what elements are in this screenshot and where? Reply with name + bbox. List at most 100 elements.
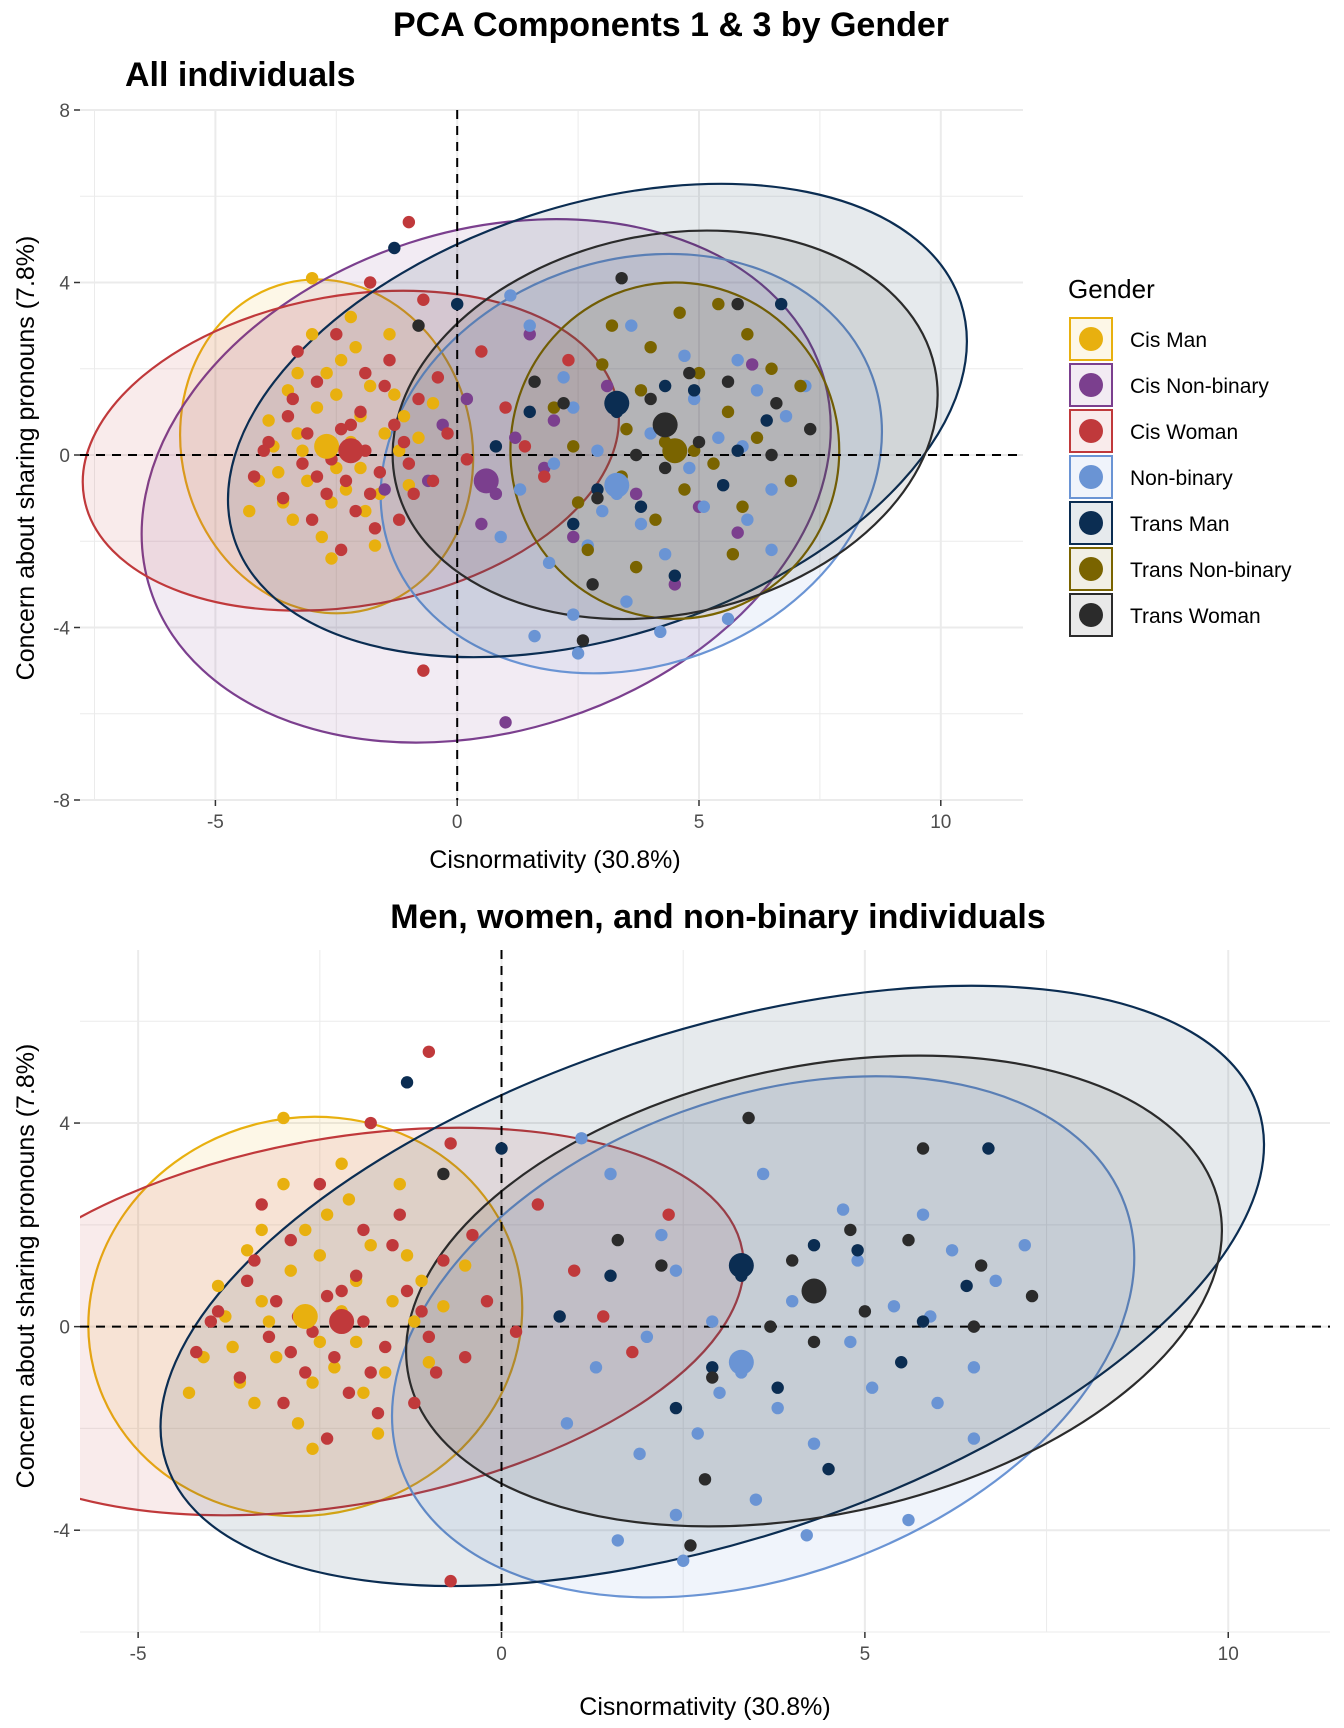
y-axis-title: Concern about sharing pronouns (7.8%) — [12, 1044, 40, 1489]
point-cis-man — [379, 1366, 392, 1379]
point-non-binary — [655, 1228, 668, 1242]
legend-item-trans-woman: Trans Woman — [1069, 593, 1261, 637]
x-tick-label: 0 — [452, 812, 463, 833]
point-trans-man — [706, 1361, 719, 1374]
point-non-binary — [713, 1386, 726, 1399]
point-cis-man — [277, 1177, 290, 1191]
point-cis-woman — [437, 1254, 450, 1267]
point-cis-man — [255, 1294, 268, 1308]
point-cis-woman — [378, 379, 391, 393]
point-cis-man — [393, 1177, 406, 1191]
x-tick-label: -5 — [130, 1644, 147, 1665]
chart-panel-men-women-nonbinary: -5 0 5 10 -4 0 4 Men, women, and non-binary in… — [12, 898, 1330, 1721]
point-trans-woman — [706, 1371, 719, 1384]
point-trans-woman — [683, 366, 696, 380]
point-non-binary — [750, 384, 764, 397]
legend-label: Trans Man — [1130, 513, 1230, 536]
point-non-binary — [644, 427, 657, 440]
point-trans-woman — [692, 435, 706, 449]
point-cis-man — [349, 1335, 363, 1349]
point-cis-woman — [429, 1366, 443, 1379]
point-cis-woman — [270, 1294, 283, 1308]
point-cis-man — [339, 483, 353, 496]
point-cis-woman — [518, 440, 532, 453]
point-non-binary — [634, 517, 648, 531]
point-cis-woman — [284, 1233, 297, 1247]
point-non-binary — [676, 1554, 690, 1567]
legend-label: Cis Non-binary — [1130, 375, 1269, 398]
legend-marker — [1079, 373, 1103, 397]
point-cis-woman — [255, 1198, 268, 1211]
point-cis-woman — [320, 1289, 334, 1303]
y-tick-label: 0 — [59, 1318, 70, 1339]
point-cis-woman — [383, 353, 396, 367]
centroid-trans-man — [604, 390, 630, 416]
point-trans-man — [604, 1269, 617, 1282]
point-cis-woman — [334, 422, 348, 436]
point-trans-man — [634, 500, 648, 513]
point-trans-woman — [902, 1233, 915, 1247]
point-trans-woman — [804, 422, 817, 436]
legend-label: Trans Woman — [1130, 605, 1261, 628]
point-cis-man — [305, 328, 319, 341]
point-cis-man — [272, 466, 285, 479]
point-cis-woman — [299, 1366, 312, 1379]
point-non-binary — [902, 1513, 915, 1527]
point-non-binary — [542, 556, 556, 570]
point-trans-woman — [684, 1539, 697, 1552]
legend-marker — [1079, 465, 1103, 489]
point-cis-man — [371, 1427, 385, 1440]
point-trans-man — [388, 241, 401, 255]
point-cis-man — [296, 444, 309, 457]
point-trans-non-binary — [581, 543, 594, 557]
point-non-binary — [669, 1508, 683, 1522]
point-non-binary — [916, 1208, 930, 1221]
point-cis-woman — [393, 1208, 406, 1221]
point-trans-man — [523, 405, 536, 419]
point-cis-man — [255, 1223, 268, 1237]
point-cis-man — [364, 1238, 377, 1252]
point-trans-non-binary — [629, 560, 643, 574]
point-trans-non-binary — [678, 483, 691, 496]
point-cis-man — [211, 1279, 225, 1293]
figure-title: PCA Components 1 & 3 by Gender — [393, 6, 949, 44]
point-trans-non-binary — [567, 440, 580, 453]
point-non-binary — [1018, 1238, 1031, 1252]
point-non-binary — [567, 608, 580, 621]
point-cis-man — [328, 1361, 341, 1374]
point-cis-woman — [407, 487, 420, 501]
point-cis-man — [415, 1274, 428, 1288]
legend-label: Cis Man — [1130, 329, 1207, 352]
point-non-binary — [589, 1361, 603, 1374]
centroid-trans-woman — [801, 1278, 827, 1304]
point-cis-man — [330, 388, 343, 401]
point-trans-woman — [644, 392, 657, 406]
point-non-binary — [779, 409, 793, 423]
legend-item-trans-man: Trans Man — [1069, 501, 1230, 545]
point-trans-man — [960, 1279, 973, 1293]
point-cis-man — [334, 353, 348, 367]
point-trans-woman — [807, 1335, 821, 1349]
point-cis-woman — [402, 457, 416, 470]
point-trans-non-binary — [712, 297, 725, 311]
point-non-binary — [494, 530, 507, 544]
point-non-binary — [678, 349, 691, 363]
point-trans-woman — [629, 448, 643, 462]
point-non-binary — [596, 504, 609, 518]
point-non-binary — [765, 543, 778, 557]
point-trans-non-binary — [794, 379, 807, 393]
point-trans-woman — [916, 1142, 930, 1155]
point-cis-woman — [460, 453, 474, 466]
x-tick-label: -5 — [207, 812, 224, 833]
plot-area: -5 0 5 10 -4 0 4 — [53, 950, 1330, 1665]
point-cis-man — [313, 1249, 327, 1262]
legend-marker — [1079, 511, 1103, 535]
point-cis-non-binary — [538, 461, 551, 475]
point-non-binary — [640, 1330, 654, 1344]
legend-item-cis-woman: Cis Woman — [1069, 409, 1238, 453]
point-non-binary — [654, 625, 667, 639]
point-trans-woman — [967, 1320, 981, 1333]
point-trans-man — [771, 1381, 784, 1394]
point-cis-woman — [426, 474, 440, 488]
point-cis-man — [262, 414, 275, 427]
